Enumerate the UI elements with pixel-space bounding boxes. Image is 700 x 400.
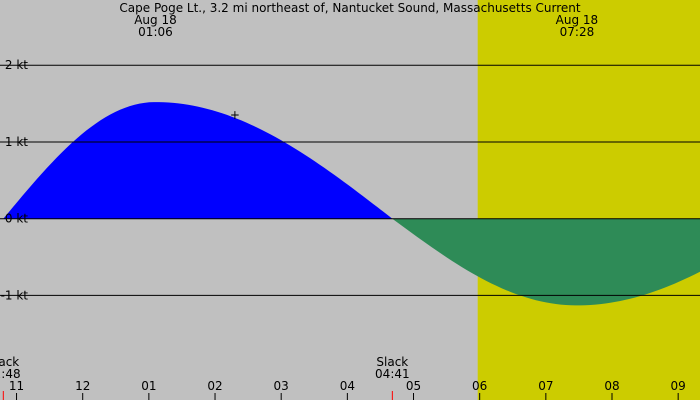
- hour-label: 06: [472, 379, 487, 393]
- hour-label: 03: [274, 379, 289, 393]
- top-time-label: 07:28: [560, 25, 595, 39]
- hour-label: 05: [406, 379, 421, 393]
- y-tick-label: 2 kt: [5, 58, 28, 72]
- hour-label: 02: [207, 379, 222, 393]
- hour-label: 09: [671, 379, 686, 393]
- chart-title: Cape Poge Lt., 3.2 mi northeast of, Nant…: [119, 1, 581, 15]
- plus-marker: +: [230, 108, 240, 122]
- y-tick-label: 1 kt: [5, 135, 28, 149]
- y-tick-label: -1 kt: [1, 288, 29, 302]
- top-time-label: 01:06: [138, 25, 173, 39]
- event-label: Slack: [0, 355, 19, 369]
- hour-label: 07: [538, 379, 553, 393]
- top-date-label: Aug 18: [556, 13, 599, 27]
- daylight-band: [477, 0, 700, 400]
- y-tick-label: 0 kt: [5, 212, 28, 226]
- flood-current-area: [3, 102, 393, 219]
- hour-label: 08: [604, 379, 619, 393]
- event-time: 04:41: [375, 367, 410, 381]
- hour-label: 11: [9, 379, 24, 393]
- event-label: Slack: [376, 355, 408, 369]
- top-date-label: Aug 18: [134, 13, 177, 27]
- hour-label: 01: [141, 379, 156, 393]
- hour-label: 04: [340, 379, 355, 393]
- hour-label: 12: [75, 379, 90, 393]
- event-time: 22:48: [0, 367, 21, 381]
- ebb-current-area: [392, 218, 700, 306]
